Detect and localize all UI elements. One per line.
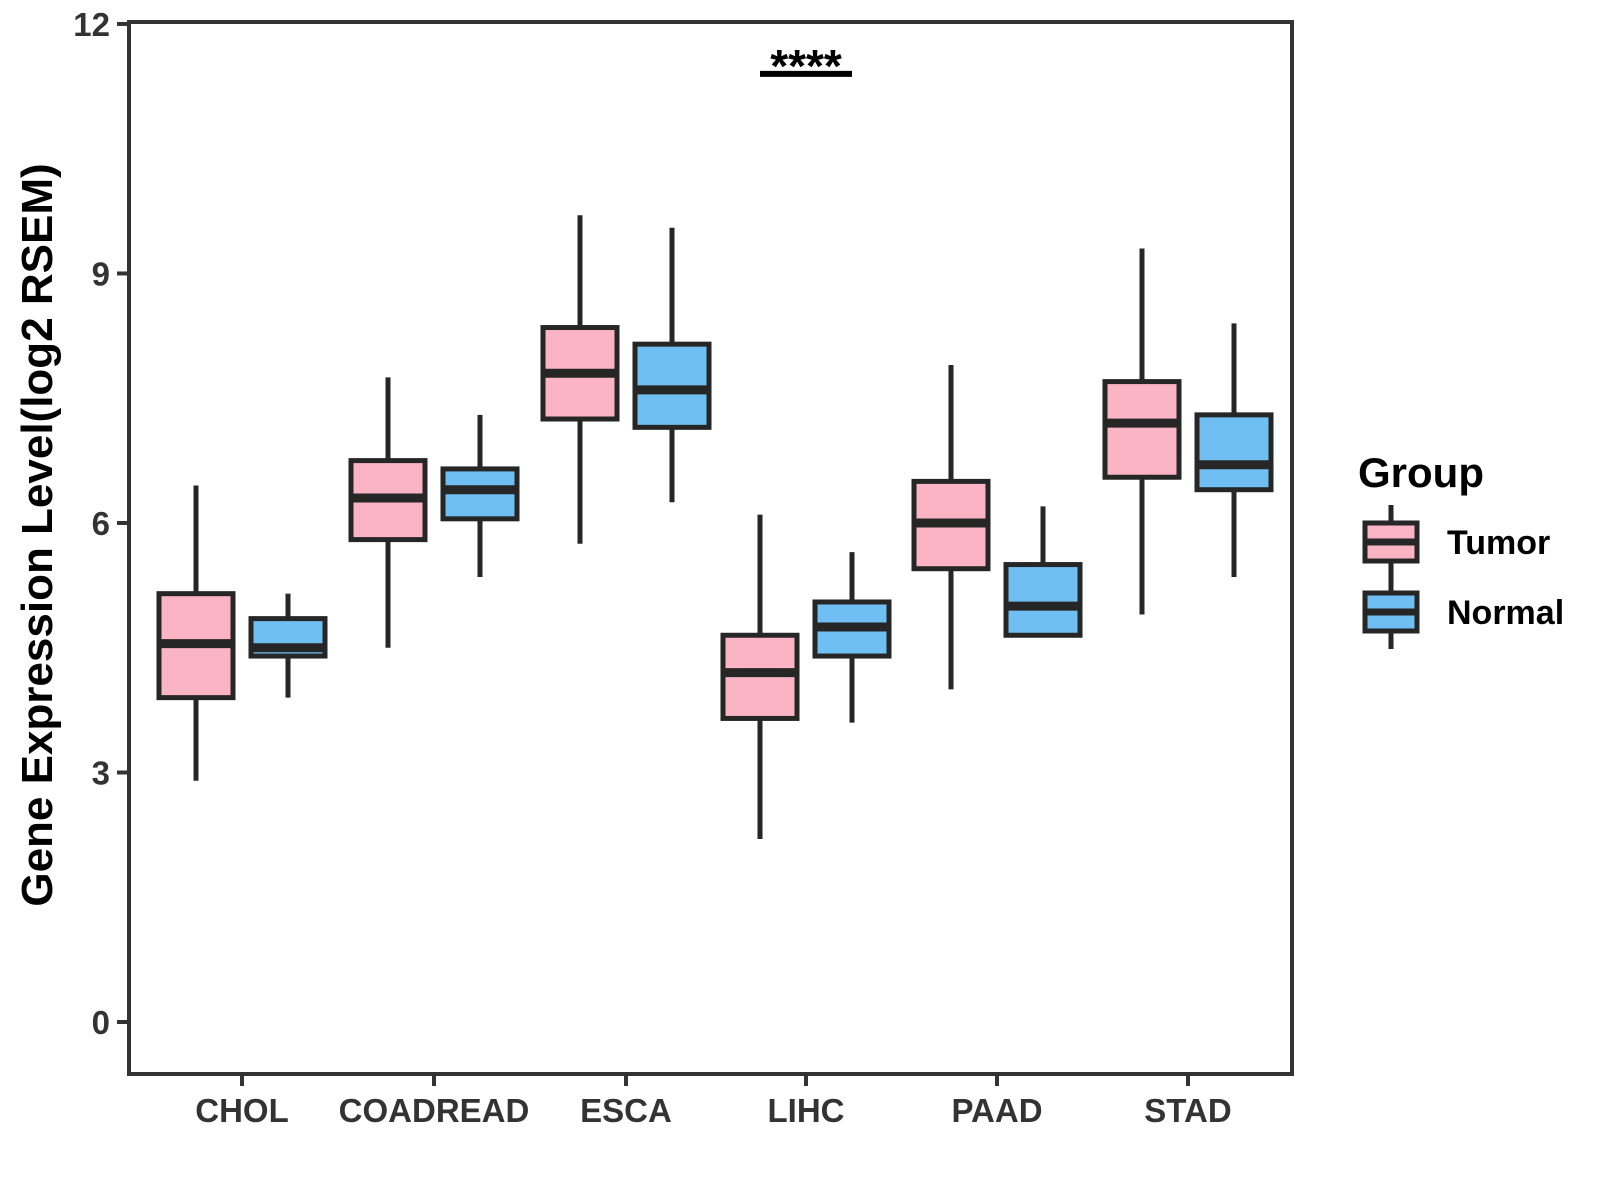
y-axis-title: Gene Expression Level(log2 RSEM) — [13, 163, 62, 906]
y-tick-label: 6 — [92, 505, 110, 542]
box-ESCA-Normal — [632, 227, 712, 503]
box-LIHC-Tumor — [720, 514, 800, 840]
plot-panel — [127, 20, 1294, 1076]
iqr-box — [1102, 379, 1182, 480]
legend-entries: Tumor Normal — [1362, 505, 1564, 649]
significance-layer: **** — [760, 40, 852, 92]
box-PAAD-Normal — [1003, 506, 1083, 638]
y-tick-label: 0 — [92, 1004, 110, 1041]
legend-label: Normal — [1447, 594, 1564, 632]
iqr-box — [1194, 412, 1274, 493]
box-CHOL-Tumor — [156, 485, 236, 781]
box-PAAD-Tumor — [911, 364, 991, 690]
y-tick-label: 3 — [92, 754, 110, 791]
legend: Group Tumor Normal — [1358, 449, 1564, 649]
x-category-label: LIHC — [768, 1092, 845, 1129]
box-LIHC-Normal — [812, 552, 892, 723]
y-tick-label: 9 — [92, 255, 110, 292]
x-category-label: PAAD — [951, 1092, 1042, 1129]
y-tick-label: 12 — [73, 6, 110, 43]
box-COADREAD-Tumor — [348, 377, 428, 648]
significance-stars: **** — [770, 40, 842, 92]
box-STAD-Tumor — [1102, 248, 1182, 615]
legend-entry-tumor: Tumor — [1362, 505, 1550, 579]
x-category-label: COADREAD — [339, 1092, 530, 1129]
axis-ticks-layer: 0 3 6 9 12 CHOL COADREAD ESCA LIHC PAAD STAD — [73, 6, 1231, 1129]
legend-entry-normal: Normal — [1362, 575, 1564, 649]
iqr-box — [1003, 562, 1083, 638]
legend-title: Group — [1358, 449, 1484, 496]
x-category-label: STAD — [1144, 1092, 1231, 1129]
x-category-label: ESCA — [580, 1092, 672, 1129]
x-category-label: CHOL — [195, 1092, 289, 1129]
box-STAD-Normal — [1194, 323, 1274, 578]
box-ESCA-Tumor — [540, 215, 620, 544]
boxes-layer — [156, 215, 1274, 840]
legend-label: Tumor — [1447, 524, 1550, 562]
box-CHOL-Normal — [248, 593, 328, 698]
box-COADREAD-Normal — [440, 414, 520, 578]
